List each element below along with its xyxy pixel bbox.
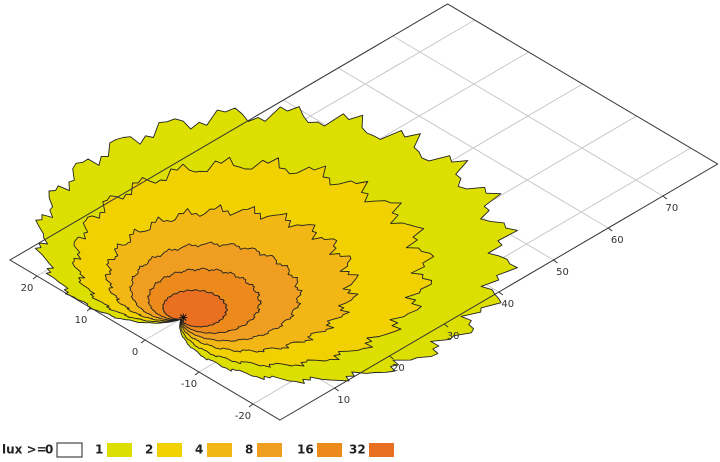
y-tick — [248, 403, 254, 408]
x-tick — [498, 291, 504, 296]
x-tick-label: 40 — [501, 299, 514, 310]
level-region — [162, 289, 228, 328]
legend-label: 32 — [349, 443, 366, 457]
legend-swatch — [56, 442, 83, 458]
legend-label: 0 — [45, 443, 53, 457]
y-tick-label: -10 — [181, 379, 197, 390]
plane: 10 20 30 40 50 60 70 -20 -10 0 10 20 — [9, 3, 719, 422]
lamp-marker — [179, 314, 187, 321]
legend-label: 4 — [195, 443, 203, 457]
legend-swatch — [107, 443, 132, 457]
plane-border — [9, 3, 719, 421]
y-tick — [140, 339, 146, 344]
legend-swatch — [157, 443, 182, 457]
legend-label: 8 — [245, 443, 253, 457]
x-tick — [443, 323, 449, 328]
x-tick — [662, 195, 668, 200]
x-tick — [607, 227, 613, 232]
y-tick — [32, 275, 38, 280]
x-tick — [389, 355, 394, 360]
y-tick-label: 10 — [75, 315, 88, 326]
legend: lux >=0 1 2 4 8 16 32 — [2, 442, 394, 458]
legend-swatch — [207, 443, 232, 457]
y-tick — [86, 307, 92, 312]
y-tick-label: 0 — [132, 347, 138, 358]
x-tick-label: 20 — [392, 363, 405, 374]
x-tick-label: 60 — [611, 235, 624, 246]
legend-label: 16 — [297, 443, 314, 457]
legend-title: lux >= — [2, 443, 47, 457]
legend-label: 2 — [145, 443, 153, 457]
x-tick-label: 70 — [666, 203, 679, 214]
x-tick-label: 50 — [556, 267, 569, 278]
y-tick-label: -20 — [235, 411, 251, 422]
y-tick-label: 20 — [21, 283, 34, 294]
x-tick-label: 10 — [337, 395, 350, 406]
legend-swatch — [317, 443, 342, 457]
x-tick — [553, 259, 558, 264]
y-tick — [194, 371, 200, 376]
legend-swatch — [257, 443, 282, 457]
x-tick-label: 30 — [447, 331, 460, 342]
x-tick — [334, 387, 340, 392]
legend-label: 1 — [95, 443, 103, 457]
legend-swatch — [369, 443, 394, 457]
